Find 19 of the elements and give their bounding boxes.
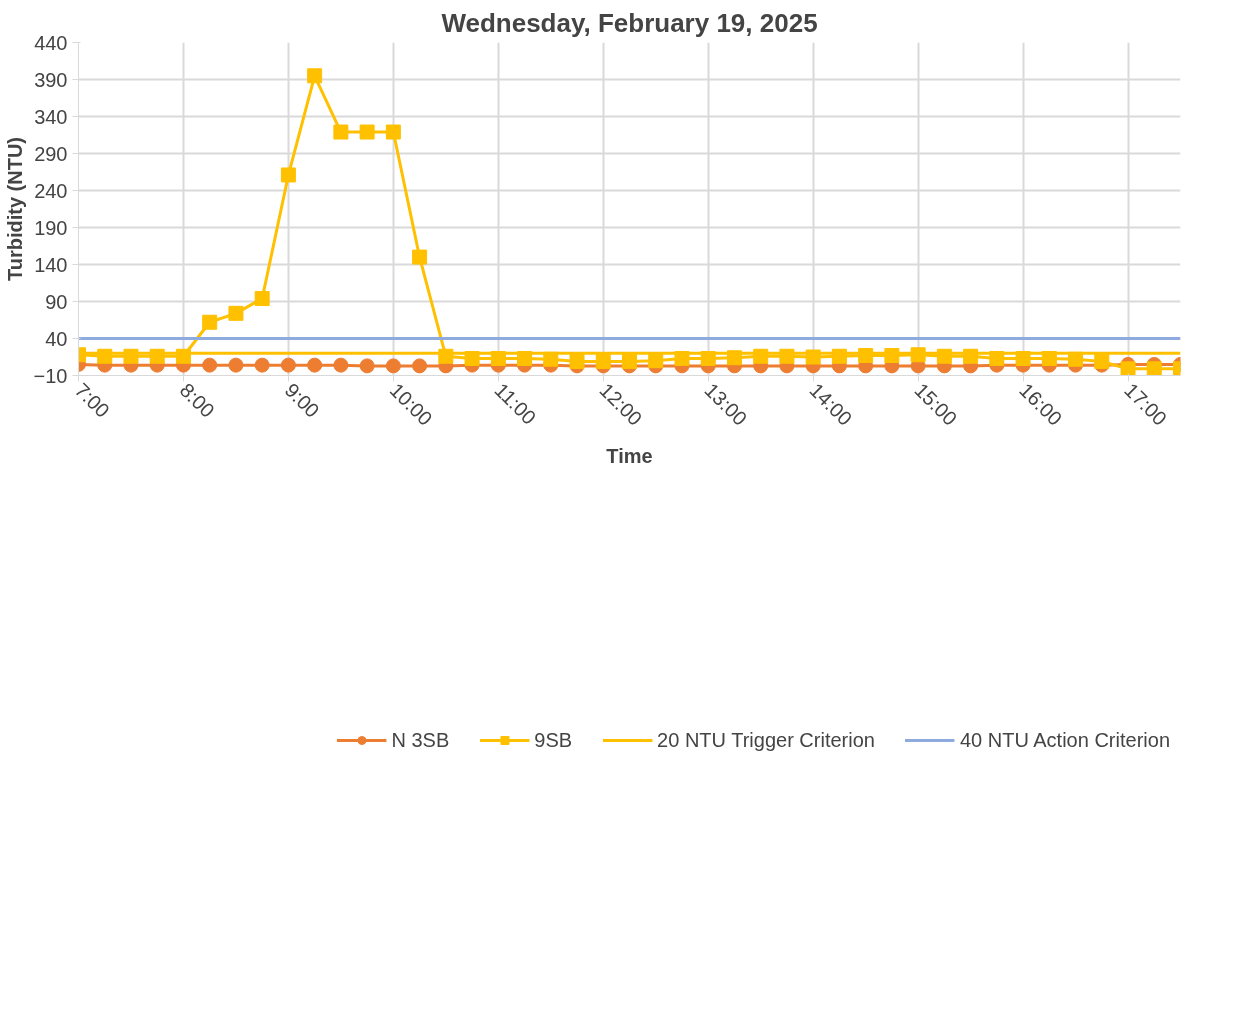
x-tick-label: 8:00 [175,378,219,422]
y-tick-label: 140 [34,253,68,276]
y-tick-label: 340 [34,105,68,128]
y-tick-label: 240 [34,179,68,202]
x-axis-title: Time [606,445,653,468]
y-axis-title: Turbidity (NTU) [3,136,26,282]
y-tick-label: 190 [34,216,68,239]
y-tick-label: −10 [33,364,68,387]
chart-title: Wednesday, February 19, 2025 [441,7,818,38]
x-tick-label: 9:00 [280,378,324,422]
legend-label: 40 NTU Action Criterion [959,728,1170,752]
legend-label: 20 NTU Trigger Criterion [657,728,875,752]
y-tick-label: 90 [45,290,68,313]
y-tick-label: 40 [45,327,68,350]
y-tick-label: 440 [34,31,68,54]
legend-label: 9SB [534,728,573,752]
y-tick-label: 290 [34,142,68,165]
legend-label: N 3SB [391,728,450,752]
y-tick-label: 390 [34,68,68,91]
